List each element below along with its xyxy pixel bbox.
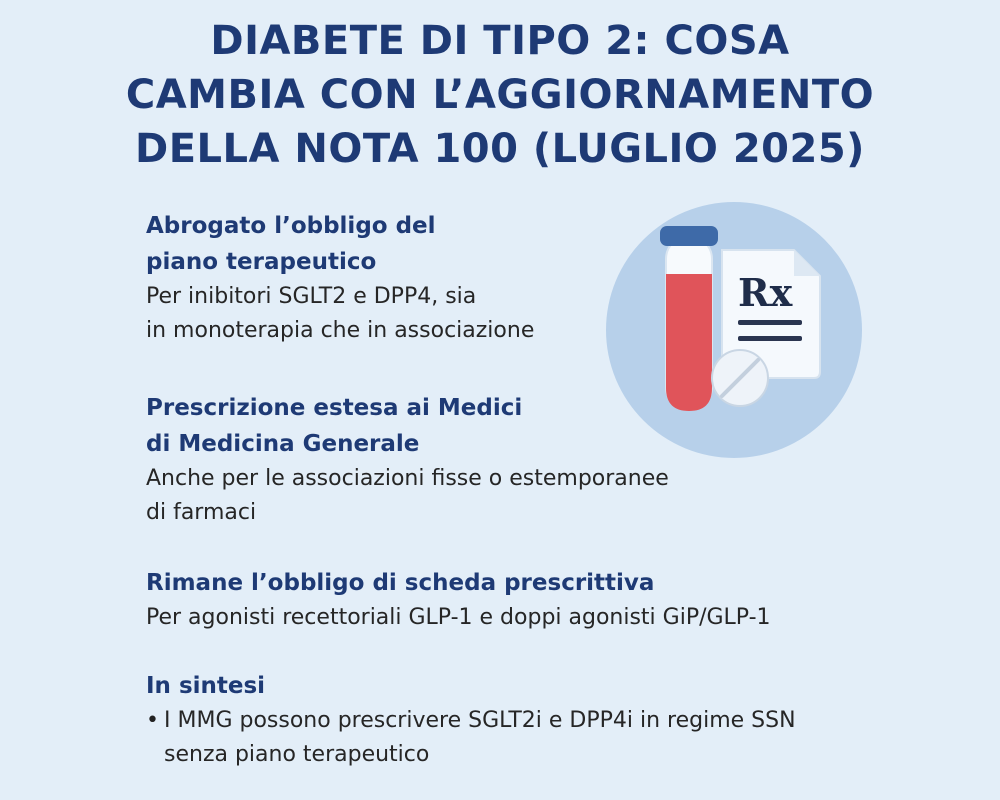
heading-line: Prescrizione estesa ai Medici xyxy=(146,395,523,421)
body-line: senza piano terapeutico xyxy=(164,742,430,767)
body-line: Per inibitori SGLT2 e DPP4, sia xyxy=(146,284,477,309)
prescription-document-icon: Rx xyxy=(721,249,821,379)
body-line: Per agonisti recettoriali GLP-1 e doppi … xyxy=(146,605,771,630)
section-summary: In sintesi • I MMG possono prescrivere S… xyxy=(146,668,796,772)
bullet-text: I MMG possono prescrivere SGLT2i e DPP4i… xyxy=(164,704,796,772)
heading-line: Abrogato l’obbligo del xyxy=(146,213,436,239)
heading-line: Rimane l’obbligo di scheda prescrittiva xyxy=(146,570,655,596)
body-line: di farmaci xyxy=(146,500,257,525)
section-heading: Rimane l’obbligo di scheda prescrittiva xyxy=(146,565,771,601)
page-title: DIABETE DI TIPO 2: COSA CAMBIA CON L’AGG… xyxy=(0,14,1000,176)
heading-line: di Medicina Generale xyxy=(146,431,420,457)
section-body: Per agonisti recettoriali GLP-1 e doppi … xyxy=(146,601,771,635)
section-prescription-form: Rimane l’obbligo di scheda prescrittiva … xyxy=(146,565,771,635)
rx-symbol: Rx xyxy=(738,270,793,315)
section-abrogated-plan: Abrogato l’obbligo del piano terapeutico… xyxy=(146,208,534,348)
section-heading: Abrogato l’obbligo del piano terapeutico xyxy=(146,208,534,280)
body-line: in monoterapia che in associazione xyxy=(146,318,535,343)
section-body: Per inibitori SGLT2 e DPP4, sia in monot… xyxy=(146,280,534,348)
title-line-3: DELLA NOTA 100 (LUGLIO 2025) xyxy=(135,126,865,172)
test-tube-icon xyxy=(660,226,718,411)
medical-illustration: Rx xyxy=(606,202,862,458)
summary-heading: In sintesi xyxy=(146,673,266,699)
summary-bullet-item: • I MMG possono prescrivere SGLT2i e DPP… xyxy=(146,704,796,772)
title-line-1: DIABETE DI TIPO 2: COSA xyxy=(210,18,790,64)
title-line-2: CAMBIA CON L’AGGIORNAMENTO xyxy=(125,72,875,118)
section-extended-prescription: Prescrizione estesa ai Medici di Medicin… xyxy=(146,390,669,530)
body-line: Anche per le associazioni fisse o estemp… xyxy=(146,466,669,491)
bullet-icon: • xyxy=(146,708,159,733)
section-body: Anche per le associazioni fisse o estemp… xyxy=(146,462,669,530)
pill-icon xyxy=(711,349,769,407)
heading-line: piano terapeutico xyxy=(146,249,377,275)
section-heading: Prescrizione estesa ai Medici di Medicin… xyxy=(146,390,669,462)
body-line: I MMG possono prescrivere SGLT2i e DPP4i… xyxy=(164,708,796,733)
